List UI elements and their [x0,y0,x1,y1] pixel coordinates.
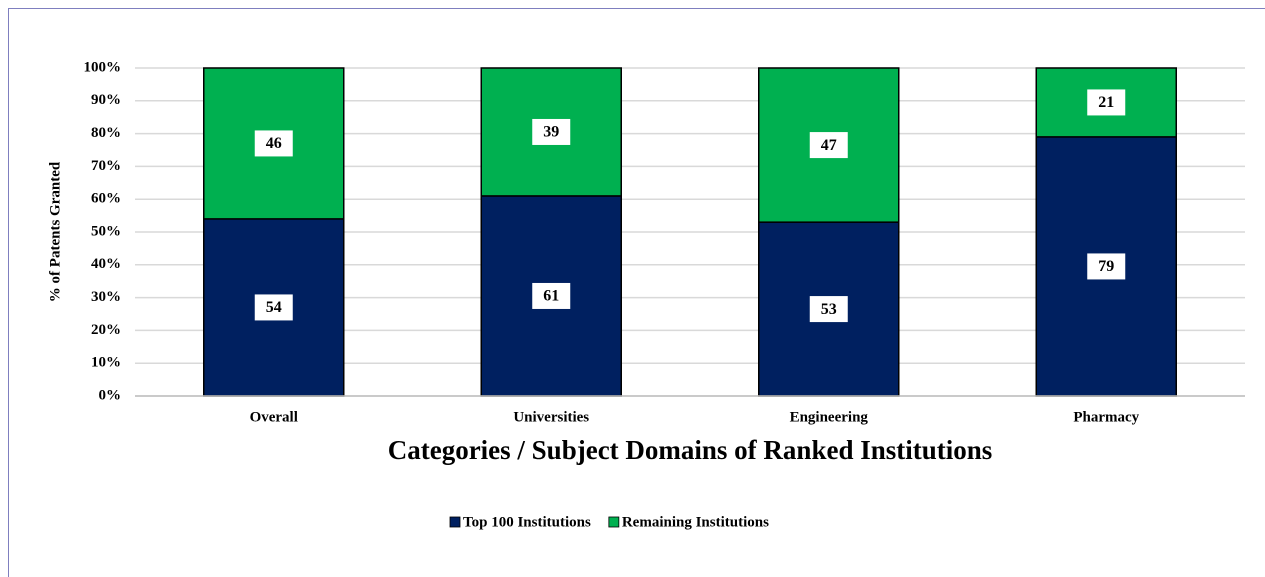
data-label-box [1087,89,1126,116]
data-label: 47 [821,137,837,154]
data-label-box [809,296,848,323]
legend-label: Top 100 Institutions [463,514,591,530]
y-tick-label: 60% [91,191,121,207]
x-tick-label: Pharmacy [1073,409,1139,425]
data-label-box [809,132,848,159]
legend-swatch [449,516,461,528]
data-label-box [1087,253,1126,280]
data-label: 21 [1098,94,1114,111]
y-tick-label: 10% [91,355,121,371]
y-axis-title: % of Patents Granted [47,161,63,302]
x-tick-label: Overall [250,409,298,425]
y-tick-label: 100% [84,59,122,75]
data-label: 46 [266,135,282,152]
data-label-box [532,118,571,145]
y-tick-label: 20% [91,322,121,338]
data-label: 61 [543,288,559,305]
y-tick-label: 0% [99,387,122,403]
data-label: 39 [543,124,559,141]
data-label-box [254,130,293,157]
y-tick-label: 80% [91,125,121,141]
legend-label: Remaining Institutions [622,514,769,530]
y-tick-label: 70% [91,158,121,174]
bar-segment [1035,67,1177,138]
y-tick-label: 40% [91,256,121,272]
legend-swatch [608,516,620,528]
data-label: 53 [821,301,837,318]
y-tick-label: 50% [91,223,121,239]
y-tick-label: 30% [91,289,121,305]
y-tick-label: 90% [91,92,121,108]
data-label-box [532,282,571,309]
x-axis-title: Categories / Subject Domains of Ranked I… [388,435,993,465]
data-label: 79 [1098,258,1114,275]
data-label: 54 [266,299,282,316]
data-label-box [254,294,293,321]
x-tick-label: Universities [513,409,589,425]
x-tick-label: Engineering [790,409,869,425]
